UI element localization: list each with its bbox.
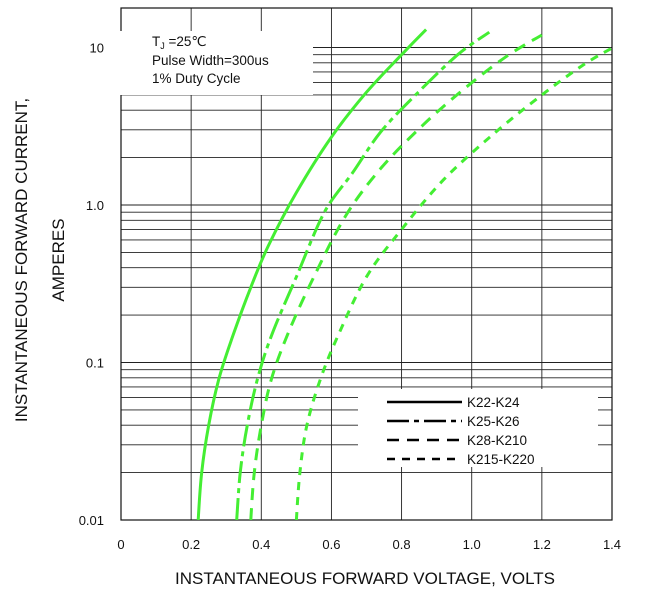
series-line-k25-k26 bbox=[235, 30, 491, 520]
annotation-duty-cycle: 1% Duty Cycle bbox=[152, 71, 241, 86]
y-tick-label: 10 bbox=[90, 41, 104, 56]
series-lines bbox=[196, 28, 612, 520]
series-line-k215-k220 bbox=[294, 46, 612, 520]
x-axis-label: INSTANTANEOUS FORWARD VOLTAGE, VOLTS bbox=[175, 569, 555, 588]
x-tick-label: 0.2 bbox=[182, 537, 200, 552]
legend: K22-K24 K25-K26 K28-K210 K215-K220 bbox=[358, 389, 598, 467]
tick-labels: 0 0.2 0.4 0.6 0.8 1.0 1.2 1.4 0.01 0.1 1.0 10 bbox=[79, 41, 621, 553]
legend-label-k28-k210: K28-K210 bbox=[467, 433, 527, 448]
plot-frame bbox=[120, 7, 613, 521]
y-axis-label-line2: AMPERES bbox=[49, 218, 68, 301]
x-tick-label: 1.2 bbox=[533, 537, 551, 552]
y-tick-label: 1.0 bbox=[86, 198, 104, 213]
x-tick-label: 0.6 bbox=[322, 537, 340, 552]
annotation-box: TJ =25℃ Pulse Width=300us 1% Duty Cycle bbox=[117, 31, 313, 95]
x-tick-label: 1.0 bbox=[463, 537, 481, 552]
x-tick-label: 0 bbox=[117, 537, 124, 552]
y-axis-label-line1: INSTANTANEOUS FORWARD CURRENT, bbox=[12, 98, 31, 422]
legend-label-k215-k220: K215-K220 bbox=[467, 452, 535, 467]
legend-label-k22-k24: K22-K24 bbox=[467, 395, 520, 410]
x-tick-label: 1.4 bbox=[603, 537, 621, 552]
y-tick-label: 0.01 bbox=[79, 513, 104, 528]
annotation-pulse-width: Pulse Width=300us bbox=[152, 53, 269, 68]
y-tick-label: 0.1 bbox=[86, 356, 104, 371]
legend-label-k25-k26: K25-K26 bbox=[467, 414, 520, 429]
x-tick-label: 0.4 bbox=[252, 537, 270, 552]
series-line-k22-k24 bbox=[196, 28, 428, 520]
series-line-k28-k210 bbox=[249, 33, 543, 520]
annotation-tj: TJ =25℃ bbox=[152, 34, 207, 51]
x-tick-label: 0.8 bbox=[393, 537, 411, 552]
